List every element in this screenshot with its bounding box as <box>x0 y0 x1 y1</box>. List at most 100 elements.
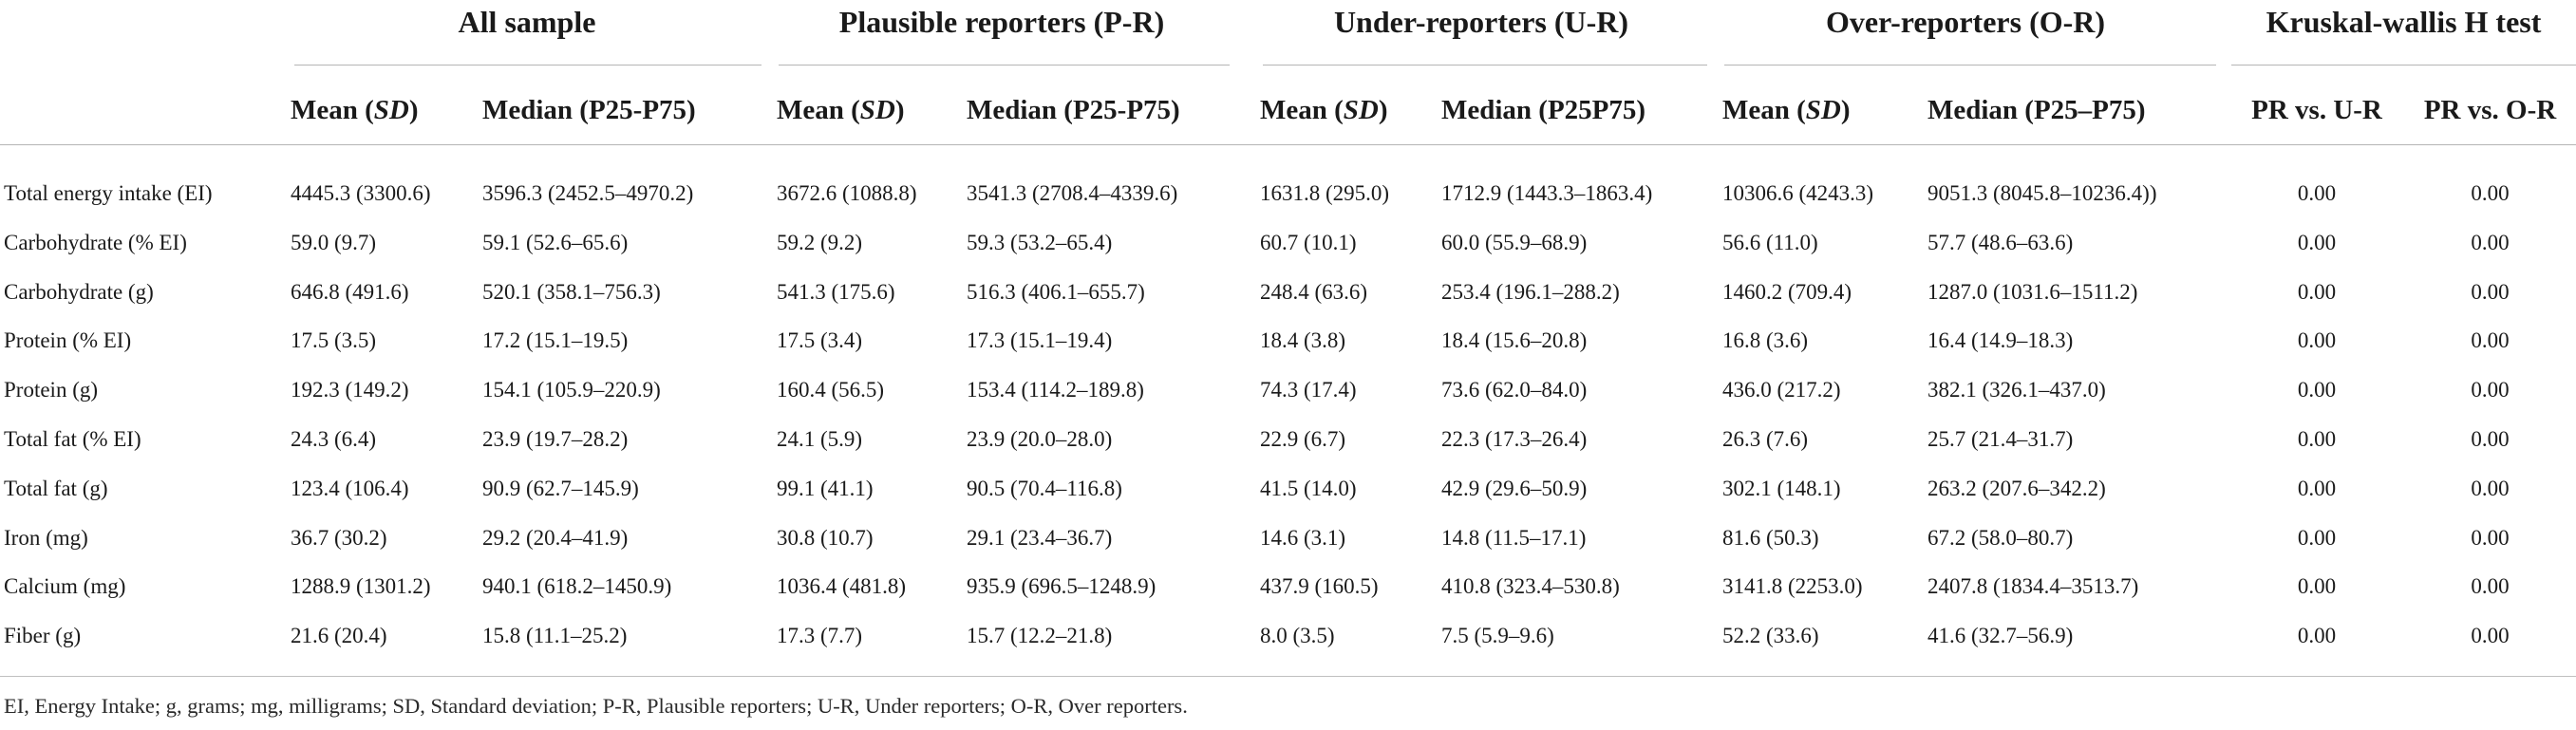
cell-or-median: 9051.3 (8045.8–10236.4)) <box>1927 181 2157 205</box>
cell-pr-mean: 3672.6 (1088.8) <box>777 181 917 205</box>
row-label: Iron (mg) <box>4 525 88 550</box>
group-header-under-reporters: Under-reporters (U-R) <box>1333 5 1629 39</box>
cell-pr-vs-or: 0.00 <box>2471 378 2510 402</box>
cell-or-mean: 81.6 (50.3) <box>1722 525 1819 550</box>
cell-all-mean: 24.3 (6.4) <box>291 427 377 451</box>
cell-pr-median: 153.4 (114.2–189.8) <box>967 378 1144 402</box>
cell-pr-vs-ur: 0.00 <box>2297 476 2337 500</box>
table-row: Total fat (% EI) 24.3 (6.4) 23.9 (19.7–28.… <box>0 416 2576 463</box>
cell-ur-mean: 1631.8 (295.0) <box>1260 181 1390 205</box>
table-row: Carbohydrate (g) 646.8 (491.6) 520.1 (358.… <box>0 269 2576 316</box>
cell-pr-vs-or: 0.00 <box>2471 328 2510 353</box>
subheader-pr-median: Median (P25-P75) <box>967 95 1180 125</box>
group-rule-all-sample <box>294 65 762 66</box>
cell-pr-vs-or: 0.00 <box>2471 574 2510 599</box>
cell-ur-median: 42.9 (29.6–50.9) <box>1441 476 1588 500</box>
cell-all-mean: 36.7 (30.2) <box>291 525 387 550</box>
cell-all-median: 90.9 (62.7–145.9) <box>482 476 639 500</box>
cell-pr-vs-or: 0.00 <box>2471 427 2510 451</box>
cell-or-mean: 3141.8 (2253.0) <box>1722 574 1863 599</box>
cell-pr-median: 29.1 (23.4–36.7) <box>967 525 1113 550</box>
group-header-over-reporters: Over-reporters (O-R) <box>1825 5 2106 39</box>
cell-or-mean: 26.3 (7.6) <box>1722 427 1809 451</box>
cell-ur-median: 60.0 (55.9–68.9) <box>1441 230 1588 254</box>
cell-pr-mean: 24.1 (5.9) <box>777 427 863 451</box>
table-row: Protein (% EI) 17.5 (3.5) 17.2 (15.1–19.5)… <box>0 317 2576 365</box>
table-footnote: EI, Energy Intake; g, grams; mg, milligr… <box>4 694 1188 718</box>
cell-or-median: 41.6 (32.7–56.9) <box>1927 624 2074 648</box>
cell-all-mean: 1288.9 (1301.2) <box>291 574 431 599</box>
group-rule-plausible-reporters <box>779 65 1230 66</box>
cell-all-median: 17.2 (15.1–19.5) <box>482 328 629 353</box>
cell-ur-mean: 41.5 (14.0) <box>1260 476 1357 500</box>
cell-or-mean: 302.1 (148.1) <box>1722 476 1841 500</box>
table-bottom-rule <box>0 676 2576 677</box>
cell-ur-median: 22.3 (17.3–26.4) <box>1441 427 1588 451</box>
cell-all-mean: 4445.3 (3300.6) <box>291 181 431 205</box>
cell-all-mean: 123.4 (106.4) <box>291 476 409 500</box>
cell-ur-mean: 22.9 (6.7) <box>1260 427 1346 451</box>
cell-ur-mean: 14.6 (3.1) <box>1260 525 1346 550</box>
cell-all-mean: 59.0 (9.7) <box>291 230 377 254</box>
subheader-all-median: Median (P25-P75) <box>482 95 696 125</box>
table-row: Total fat (g) 123.4 (106.4) 90.9 (62.7–145… <box>0 465 2576 513</box>
cell-pr-vs-ur: 0.00 <box>2297 181 2337 205</box>
cell-or-median: 25.7 (21.4–31.7) <box>1927 427 2074 451</box>
row-label: Carbohydrate (g) <box>4 279 154 304</box>
subheader-or-mean: Mean (SD) <box>1722 95 1851 125</box>
subheader-pr-mean: Mean (SD) <box>777 95 905 125</box>
cell-ur-median: 253.4 (196.1–288.2) <box>1441 279 1620 304</box>
cell-ur-median: 18.4 (15.6–20.8) <box>1441 328 1588 353</box>
cell-pr-median: 516.3 (406.1–655.7) <box>967 279 1145 304</box>
cell-or-median: 2407.8 (1834.4–3513.7) <box>1927 574 2139 599</box>
subheader-ur-median: Median (P25P75) <box>1441 95 1646 125</box>
header-bottom-rule <box>0 144 2576 145</box>
cell-pr-median: 59.3 (53.2–65.4) <box>967 230 1113 254</box>
cell-ur-mean: 8.0 (3.5) <box>1260 624 1335 648</box>
cell-pr-median: 17.3 (15.1–19.4) <box>967 328 1113 353</box>
cell-ur-mean: 60.7 (10.1) <box>1260 230 1357 254</box>
cell-pr-vs-or: 0.00 <box>2471 476 2510 500</box>
subheader-pr-vs-ur: PR vs. U-R <box>2251 95 2382 125</box>
cell-pr-mean: 17.5 (3.4) <box>777 328 863 353</box>
row-label: Carbohydrate (% EI) <box>4 230 187 254</box>
cell-pr-median: 90.5 (70.4–116.8) <box>967 476 1122 500</box>
cell-or-median: 263.2 (207.6–342.2) <box>1927 476 2106 500</box>
cell-pr-vs-or: 0.00 <box>2471 624 2510 648</box>
group-rule-kruskal-wallis <box>2231 65 2576 66</box>
cell-pr-vs-or: 0.00 <box>2471 525 2510 550</box>
subheader-ur-mean: Mean (SD) <box>1260 95 1388 125</box>
cell-ur-median: 73.6 (62.0–84.0) <box>1441 378 1588 402</box>
table-row: Carbohydrate (% EI) 59.0 (9.7) 59.1 (52.6–… <box>0 219 2576 267</box>
subheader-pr-vs-or: PR vs. O-R <box>2423 95 2557 125</box>
cell-all-mean: 17.5 (3.5) <box>291 328 377 353</box>
cell-pr-mean: 1036.4 (481.8) <box>777 574 907 599</box>
cell-ur-mean: 18.4 (3.8) <box>1260 328 1346 353</box>
cell-ur-median: 410.8 (323.4–530.8) <box>1441 574 1620 599</box>
row-label: Total fat (g) <box>4 476 108 500</box>
group-rule-over-reporters <box>1724 65 2216 66</box>
group-header-all-sample: All sample <box>458 5 596 39</box>
group-header-kruskal-wallis: Kruskal-wallis H test <box>2266 5 2542 39</box>
row-label: Fiber (g) <box>4 624 82 648</box>
table-row: Protein (g) 192.3 (149.2) 154.1 (105.9–220… <box>0 366 2576 414</box>
cell-all-median: 154.1 (105.9–220.9) <box>482 378 661 402</box>
cell-pr-mean: 541.3 (175.6) <box>777 279 895 304</box>
cell-ur-median: 14.8 (11.5–17.1) <box>1441 525 1587 550</box>
group-rule-under-reporters <box>1263 65 1707 66</box>
cell-pr-median: 23.9 (20.0–28.0) <box>967 427 1113 451</box>
cell-ur-median: 7.5 (5.9–9.6) <box>1441 624 1554 648</box>
cell-all-mean: 646.8 (491.6) <box>291 279 409 304</box>
cell-pr-median: 935.9 (696.5–1248.9) <box>967 574 1156 599</box>
row-label: Protein (g) <box>4 378 99 402</box>
cell-pr-vs-ur: 0.00 <box>2297 624 2337 648</box>
cell-pr-mean: 99.1 (41.1) <box>777 476 874 500</box>
row-label: Protein (% EI) <box>4 328 132 353</box>
cell-pr-vs-ur: 0.00 <box>2297 525 2337 550</box>
table-row: Fiber (g) 21.6 (20.4) 15.8 (11.1–25.2) 17.3… <box>0 612 2576 660</box>
cell-or-median: 67.2 (58.0–80.7) <box>1927 525 2074 550</box>
cell-pr-vs-ur: 0.00 <box>2297 427 2337 451</box>
cell-pr-vs-ur: 0.00 <box>2297 279 2337 304</box>
cell-pr-vs-ur: 0.00 <box>2297 378 2337 402</box>
cell-pr-mean: 160.4 (56.5) <box>777 378 885 402</box>
